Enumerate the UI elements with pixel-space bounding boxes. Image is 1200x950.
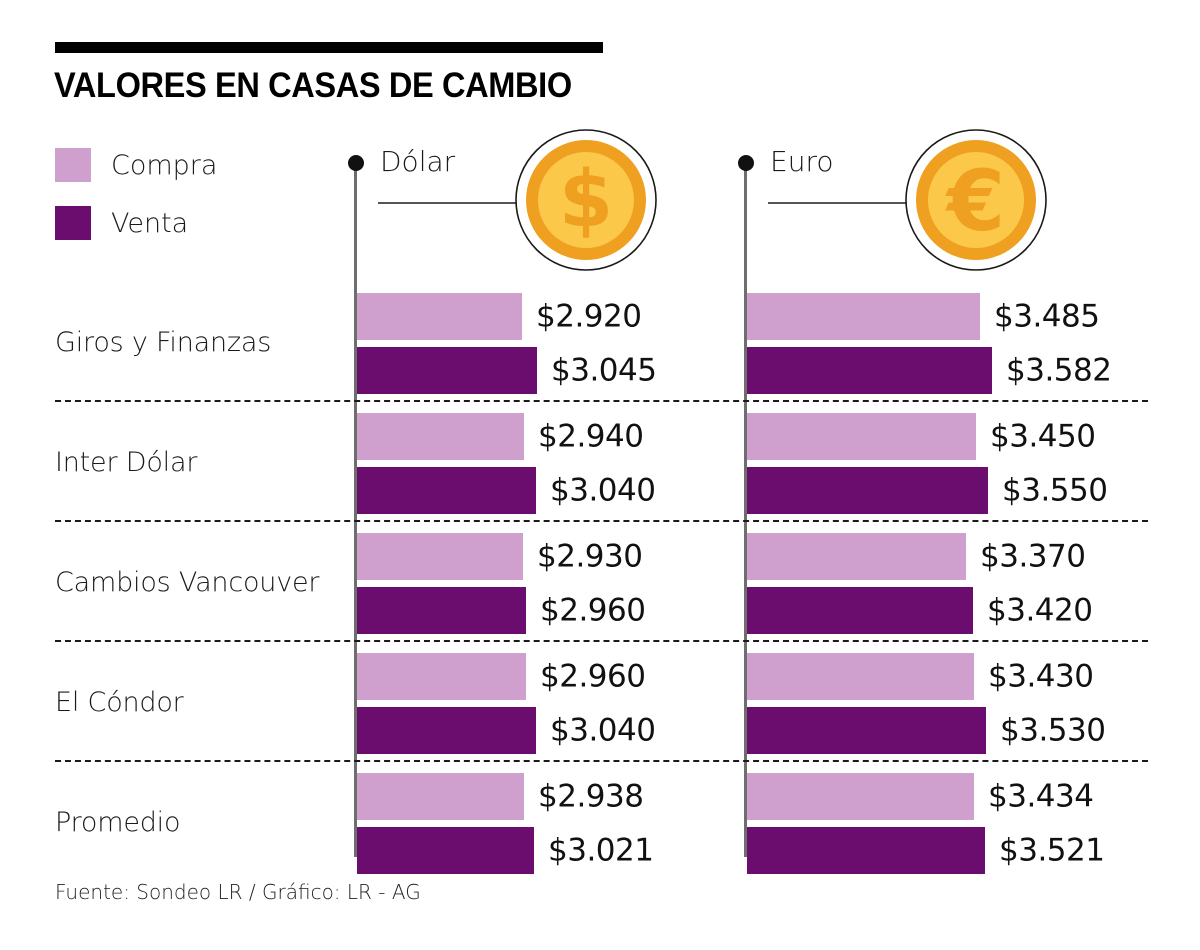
row-divider <box>55 760 1148 762</box>
bar-venta-euro <box>747 347 992 394</box>
bar-venta-euro <box>747 707 986 754</box>
column-leader-line-dolar <box>378 202 526 204</box>
bar-value-venta-euro: $3.521 <box>999 831 1105 868</box>
bar-compra-euro <box>747 293 980 340</box>
bar-venta-dolar <box>357 707 536 754</box>
table-row: Promedio $2.938 $3.021 $3.434 $3.521 <box>0 762 1200 882</box>
bar-venta-euro <box>747 587 973 634</box>
legend-item-venta: Venta <box>55 206 217 240</box>
bar-value-venta-euro: $3.420 <box>987 591 1093 628</box>
bar-compra-dolar <box>357 773 524 820</box>
title-rule <box>55 42 603 53</box>
bar-compra-euro <box>747 653 974 700</box>
column-marker-dot-dolar <box>348 155 364 171</box>
bar-value-venta-dolar: $3.040 <box>550 711 656 748</box>
bar-venta-euro <box>747 827 985 874</box>
axis-line-dolar <box>354 157 357 857</box>
bar-venta-dolar <box>357 827 534 874</box>
bar-value-venta-dolar: $2.960 <box>540 591 646 628</box>
bar-value-compra-euro: $3.430 <box>988 657 1094 694</box>
svg-text:$: $ <box>559 155 613 245</box>
row-divider <box>55 400 1148 402</box>
bar-value-venta-euro: $3.550 <box>1002 471 1108 508</box>
bar-value-compra-euro: $3.370 <box>980 537 1086 574</box>
table-row: Giros y Finanzas $2.920 $3.045 $3.485 $3… <box>0 282 1200 402</box>
bar-value-compra-euro: $3.434 <box>988 777 1094 814</box>
table-row: Inter Dólar $2.940 $3.040 $3.450 $3.550 <box>0 402 1200 522</box>
bar-venta-dolar <box>357 467 536 514</box>
legend-swatch-venta <box>55 206 91 240</box>
legend-swatch-compra <box>55 148 91 182</box>
bar-venta-dolar <box>357 347 537 394</box>
bar-compra-dolar <box>357 413 524 460</box>
bar-value-compra-dolar: $2.920 <box>536 297 642 334</box>
row-divider <box>55 640 1148 642</box>
chart-rows: Giros y Finanzas $2.920 $3.045 $3.485 $3… <box>0 282 1200 882</box>
bar-compra-dolar <box>357 293 522 340</box>
column-leader-line-euro <box>768 202 916 204</box>
bar-value-compra-euro: $3.485 <box>994 297 1100 334</box>
column-label-dolar: Dólar <box>380 145 456 178</box>
bar-compra-euro <box>747 413 976 460</box>
row-label: Inter Dólar <box>55 446 198 478</box>
bar-venta-euro <box>747 467 988 514</box>
source-note: Fuente: Sondeo LR / Gráfico: LR - AG <box>55 880 421 904</box>
column-marker-dot-euro <box>738 155 754 171</box>
bar-venta-dolar <box>357 587 526 634</box>
row-label: Cambios Vancouver <box>55 566 320 598</box>
bar-value-compra-dolar: $2.938 <box>538 777 644 814</box>
svg-text:€: € <box>945 152 1005 250</box>
table-row: Cambios Vancouver $2.930 $2.960 $3.370 $… <box>0 522 1200 642</box>
bar-value-venta-dolar: $3.040 <box>550 471 656 508</box>
bar-value-venta-dolar: $3.021 <box>548 831 654 868</box>
legend-label-compra: Compra <box>111 149 218 181</box>
bar-compra-euro <box>747 773 974 820</box>
legend-item-compra: Compra <box>55 148 217 182</box>
legend: Compra Venta <box>55 148 217 264</box>
row-label: Promedio <box>55 806 181 838</box>
row-divider <box>55 520 1148 522</box>
bar-value-compra-dolar: $2.930 <box>537 537 643 574</box>
row-label: Giros y Finanzas <box>55 326 272 358</box>
bar-value-venta-euro: $3.530 <box>1000 711 1106 748</box>
bar-compra-euro <box>747 533 966 580</box>
bar-value-venta-euro: $3.582 <box>1006 351 1112 388</box>
column-label-euro: Euro <box>770 145 834 178</box>
bar-value-compra-dolar: $2.960 <box>540 657 646 694</box>
legend-label-venta: Venta <box>111 207 189 239</box>
dollar-coin-icon: $ <box>514 128 658 272</box>
axis-line-euro <box>744 157 747 857</box>
row-label: El Cóndor <box>55 686 184 718</box>
table-row: El Cóndor $2.960 $3.040 $3.430 $3.530 <box>0 642 1200 762</box>
page-title: VALORES EN CASAS DE CAMBIO <box>54 66 572 105</box>
bar-compra-dolar <box>357 533 523 580</box>
bar-value-venta-dolar: $3.045 <box>551 351 657 388</box>
bar-value-compra-euro: $3.450 <box>990 417 1096 454</box>
euro-coin-icon: € <box>904 128 1048 272</box>
bar-compra-dolar <box>357 653 526 700</box>
bar-value-compra-dolar: $2.940 <box>538 417 644 454</box>
